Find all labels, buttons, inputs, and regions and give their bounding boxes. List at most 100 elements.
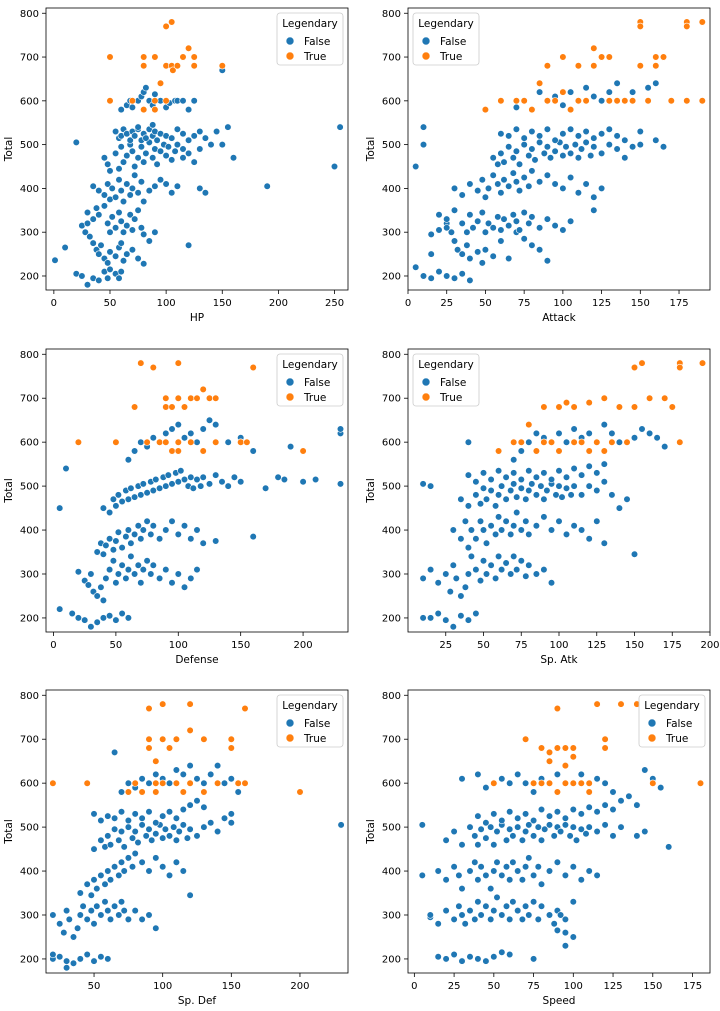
point-true (74, 438, 82, 446)
point-false (543, 486, 551, 495)
y-tick-label: 200 (20, 271, 39, 282)
point-false (168, 480, 176, 488)
point-false (577, 876, 585, 884)
point-false (597, 130, 606, 138)
point-false (535, 138, 544, 146)
point-false (145, 779, 153, 787)
point-true (190, 53, 198, 61)
point-false (165, 832, 174, 840)
y-axis-label: Total (3, 819, 15, 845)
plot-frame (407, 7, 711, 291)
legend: Legendary False True (276, 12, 344, 66)
point-true (131, 779, 139, 787)
point-false (566, 149, 575, 157)
point-false (600, 421, 608, 429)
point-false (590, 206, 598, 214)
point-false (95, 276, 103, 285)
y-tick-label: 500 (20, 823, 39, 834)
point-false (590, 193, 598, 201)
point-false (68, 609, 76, 618)
x-axis-label: Speed (543, 995, 576, 1007)
point-false (93, 618, 101, 626)
point-false (633, 832, 641, 840)
point-true (698, 359, 707, 367)
point-false (532, 429, 541, 438)
point-false (412, 162, 420, 171)
x-tick-label: 150 (213, 298, 232, 309)
point-false (608, 429, 616, 438)
point-false (95, 250, 103, 258)
point-true (159, 779, 167, 787)
point-false (106, 265, 114, 274)
point-false (570, 482, 578, 490)
point-false (149, 561, 157, 569)
point-false (450, 206, 459, 214)
point-false (540, 149, 548, 157)
point-false (93, 902, 101, 910)
point-false (330, 162, 339, 171)
point-true (661, 394, 669, 402)
point-false (200, 823, 208, 831)
point-false (492, 574, 500, 583)
point-false (99, 596, 107, 605)
point-false (106, 248, 114, 256)
point-false (657, 783, 665, 792)
point-false (220, 779, 229, 787)
point-false (134, 123, 142, 131)
point-false (419, 574, 427, 583)
point-false (645, 429, 654, 438)
point-true (613, 97, 621, 105)
point-false (76, 955, 84, 963)
point-false (142, 134, 150, 142)
point-false (449, 526, 457, 534)
point-false (495, 552, 503, 561)
point-false (104, 274, 112, 282)
point-false (120, 867, 128, 875)
point-false (152, 924, 160, 932)
point-false (139, 526, 147, 534)
point-false (525, 486, 533, 495)
point-false (652, 79, 660, 87)
point-false (493, 858, 501, 866)
y-axis-label: Total (365, 819, 377, 845)
point-true (547, 438, 556, 446)
point-false (149, 434, 157, 442)
point-false (490, 953, 498, 961)
point-true (156, 79, 165, 87)
point-false (112, 616, 120, 624)
point-true (180, 403, 189, 411)
y-axis-label: Total (365, 478, 377, 504)
point-false (537, 836, 546, 844)
point-true (683, 22, 691, 31)
point-false (461, 920, 469, 928)
point-true (168, 447, 176, 455)
point-false (506, 950, 514, 959)
point-false (147, 530, 155, 539)
point-true (162, 97, 170, 105)
legend-box (276, 353, 344, 407)
point-false (492, 502, 500, 510)
legend-marker-true (421, 392, 431, 402)
point-true (185, 44, 193, 52)
point-false (458, 775, 466, 783)
point-false (454, 246, 462, 254)
legend-label-false: False (440, 377, 466, 389)
point-false (427, 614, 435, 622)
point-true (190, 62, 198, 70)
point-false (471, 832, 479, 840)
point-false (512, 147, 521, 155)
point-false (172, 836, 180, 844)
point-false (164, 471, 172, 479)
point-false (76, 889, 84, 897)
point-true (199, 385, 207, 394)
point-false (131, 132, 139, 140)
x-tick-label: 50 (88, 981, 101, 992)
point-false (106, 228, 114, 236)
legend-box (276, 694, 344, 748)
point-false (570, 464, 578, 473)
point-true (83, 779, 91, 787)
point-false (117, 858, 126, 866)
point-true (520, 97, 528, 105)
point-false (139, 480, 147, 488)
point-false (529, 788, 538, 796)
